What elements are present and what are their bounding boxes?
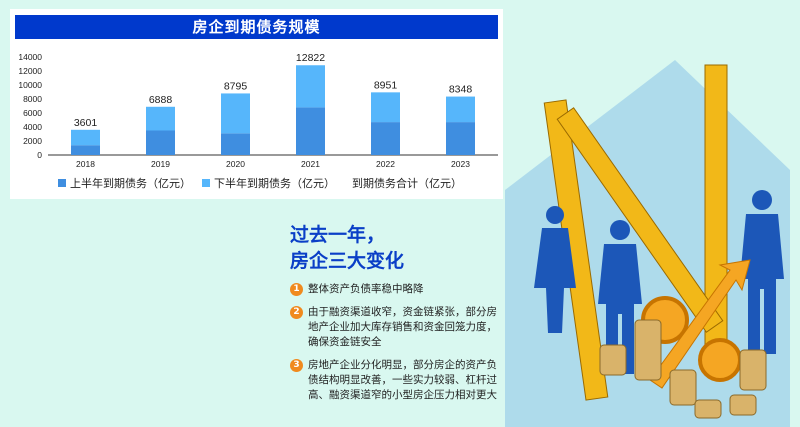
y-tick-label: 14000 bbox=[18, 52, 42, 62]
person-man-icon bbox=[598, 220, 642, 374]
legend-second-half: 下半年到期债务（亿元） bbox=[202, 175, 335, 191]
legend-label: 上半年到期债务（亿元） bbox=[70, 177, 191, 190]
changes-section: 过去一年， 房企三大变化 1 整体资产负债率稳中略降 2 由于融资渠道收窄，资金链紧张… bbox=[290, 222, 500, 403]
bar-segment-second-half bbox=[71, 129, 100, 146]
house-ruler-illustration bbox=[505, 60, 790, 427]
total-data-label: 6888 bbox=[149, 94, 173, 106]
y-tick-label: 10000 bbox=[18, 80, 42, 90]
bar-segment-first-half bbox=[146, 130, 175, 155]
number-badge: 2 bbox=[290, 306, 303, 319]
x-tick-label: 2023 bbox=[451, 159, 470, 169]
bar-segment-first-half bbox=[221, 133, 250, 155]
legend-swatch bbox=[58, 179, 66, 187]
bar-segment-second-half bbox=[221, 93, 250, 134]
person-man-icon bbox=[740, 190, 784, 354]
bar-chart: 0 2000 4000 6000 8000 10000 12000 14000 3601 2018… bbox=[18, 52, 498, 169]
headline-line: 过去一年， bbox=[290, 224, 386, 246]
y-tick-label: 6000 bbox=[23, 108, 42, 118]
change-text: 由于融资渠道收窄，资金链紧张，部分房地产企业加大库存销售和资金回笼力度，确保资金… bbox=[308, 306, 497, 348]
total-data-label: 8795 bbox=[224, 80, 248, 92]
total-data-label: 8348 bbox=[449, 84, 473, 96]
change-item: 2 由于融资渠道收窄，资金链紧张，部分房地产企业加大库存销售和资金回笼力度，确保资… bbox=[290, 305, 500, 350]
total-data-label: 8951 bbox=[374, 79, 398, 91]
y-tick-label: 2000 bbox=[23, 136, 42, 146]
change-item: 1 整体资产负债率稳中略降 bbox=[290, 282, 500, 297]
x-tick-label: 2018 bbox=[76, 159, 95, 169]
bar-segment-first-half bbox=[446, 122, 475, 155]
legend-label: 到期债务合计（亿元） bbox=[352, 177, 462, 190]
y-tick-label: 0 bbox=[37, 150, 42, 160]
person-woman-icon bbox=[534, 206, 576, 333]
headline: 过去一年， 房企三大变化 bbox=[290, 222, 500, 274]
chart-panel: 房企到期债务规模 0 2000 4000 6000 8000 10000 12000 1400… bbox=[10, 9, 503, 199]
number-badge: 3 bbox=[290, 359, 303, 372]
x-tick-label: 2020 bbox=[226, 159, 245, 169]
y-tick-label: 8000 bbox=[23, 94, 42, 104]
ruler-icon bbox=[556, 107, 724, 333]
bar-segment-first-half bbox=[371, 122, 400, 155]
coin-stacks-icon bbox=[599, 319, 767, 419]
percent-icon bbox=[641, 259, 751, 389]
change-item: 3 房地产企业分化明显，部分房企的资产负债结构明显改善，一些实力较弱、杠杆过高、融… bbox=[290, 358, 500, 403]
bar-segment-second-half bbox=[296, 65, 325, 108]
bar-segment-second-half bbox=[446, 96, 475, 123]
bar-segment-first-half bbox=[71, 145, 100, 155]
y-tick-label: 4000 bbox=[23, 122, 42, 132]
total-data-label: 3601 bbox=[74, 117, 98, 129]
bar-segment-first-half bbox=[296, 107, 325, 155]
legend-label: 下半年到期债务（亿元） bbox=[214, 177, 335, 190]
legend-swatch bbox=[202, 179, 210, 187]
chart-title: 房企到期债务规模 bbox=[15, 15, 498, 39]
bar-segment-second-half bbox=[146, 106, 175, 131]
x-tick-label: 2019 bbox=[151, 159, 170, 169]
legend-first-half: 上半年到期债务（亿元） bbox=[58, 175, 191, 191]
headline-line: 房企三大变化 bbox=[290, 250, 405, 272]
bar-segment-second-half bbox=[371, 92, 400, 123]
legend-total: 到期债务合计（亿元） bbox=[352, 175, 462, 191]
y-tick-label: 12000 bbox=[18, 66, 42, 76]
x-tick-label: 2021 bbox=[301, 159, 320, 169]
x-tick-label: 2022 bbox=[376, 159, 395, 169]
number-badge: 1 bbox=[290, 283, 303, 296]
change-text: 整体资产负债率稳中略降 bbox=[308, 283, 424, 295]
total-data-label: 12822 bbox=[296, 52, 325, 64]
change-text: 房地产企业分化明显，部分房企的资产负债结构明显改善，一些实力较弱、杠杆过高、融资… bbox=[308, 359, 497, 401]
